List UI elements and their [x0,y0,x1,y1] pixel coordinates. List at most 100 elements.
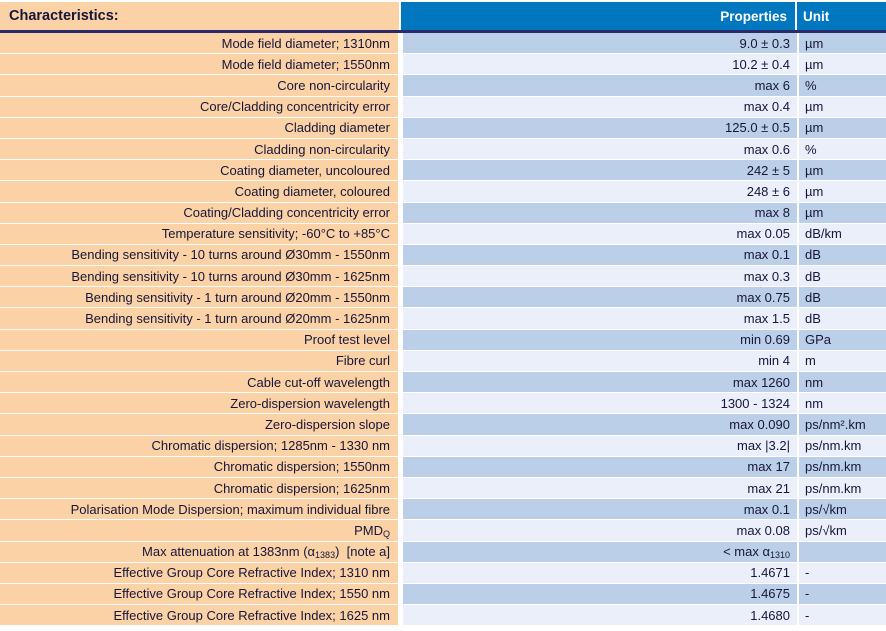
table-row: Bending sensitivity - 10 turns around Ø3… [0,266,886,287]
characteristic-cell: Proof test level [0,329,398,350]
table-row: Zero-dispersion wavelength 1300 - 1324 nm [0,393,886,414]
unit-cell: GPa [799,329,886,350]
characteristic-cell: Effective Group Core Refractive Index; 1… [0,605,398,626]
property-cell: max 0.6 [403,138,797,160]
unit-cell: ps/nm.km [799,435,886,456]
property-cell: 248 ± 6 [403,181,797,202]
property-cell: 1.4680 [403,605,797,626]
unit-cell: dB [799,308,886,329]
property-cell: max 0.1 [403,499,797,520]
characteristic-cell: Core/Cladding concentricity error [0,96,398,117]
characteristic-cell: Cladding diameter [0,117,398,138]
characteristics-header-cell: Characteristics: [0,2,399,30]
unit-cell: - [799,562,886,583]
table-row: Cable cut-off wavelength max 1260 nm [0,372,886,393]
unit-cell: ps/nm.km [799,456,886,477]
property-cell: 242 ± 5 [403,160,797,181]
characteristic-cell: Zero-dispersion wavelength [0,393,398,414]
characteristic-cell: PMDQ [0,520,398,541]
property-cell: max 8 [403,202,797,223]
property-cell: max 17 [403,456,797,477]
properties-header-cell: Properties [401,2,795,30]
table-row: Chromatic dispersion; 1550nm max 17 ps/nm.… [0,456,886,477]
characteristic-cell: Coating diameter, coloured [0,181,398,202]
characteristic-cell: Chromatic dispersion; 1285nm - 1330 nm [0,435,398,456]
characteristic-cell: Bending sensitivity - 10 turns around Ø3… [0,244,398,266]
table-row: Max attenuation at 1383nm (α1383) [note … [0,541,886,562]
table-row: PMDQ max 0.08 ps/√km [0,520,886,541]
unit-cell: nm [799,393,886,414]
characteristic-cell: Zero-dispersion slope [0,414,398,435]
unit-cell: % [799,75,886,96]
table-row: Effective Group Core Refractive Index; 1… [0,562,886,583]
property-cell: max 0.05 [403,223,797,244]
table-row: Effective Group Core Refractive Index; 1… [0,583,886,605]
table-row: Coating diameter, uncoloured 242 ± 5 µm [0,160,886,181]
property-cell: max 0.1 [403,244,797,266]
property-cell: 9.0 ± 0.3 [403,33,797,54]
characteristic-cell: Chromatic dispersion; 1625nm [0,477,398,499]
table-row: Bending sensitivity - 1 turn around Ø20m… [0,308,886,329]
table-row: Zero-dispersion slope max 0.090 ps/nm².km [0,414,886,435]
table-body: Mode field diameter; 1310nm 9.0 ± 0.3 µm Mo… [0,33,886,626]
table-row: Coating diameter, coloured 248 ± 6 µm [0,181,886,202]
property-cell: max 0.090 [403,414,797,435]
characteristic-cell: Polarisation Mode Dispersion; maximum in… [0,499,398,520]
table-row: Core/Cladding concentricity error max 0.4… [0,96,886,117]
unit-cell: µm [799,54,886,75]
unit-cell: nm [799,372,886,393]
unit-cell: m [799,350,886,371]
unit-header-cell: Unit [797,2,886,30]
property-cell: max 1260 [403,372,797,393]
characteristic-cell: Coating diameter, uncoloured [0,160,398,181]
table-row: Mode field diameter; 1310nm 9.0 ± 0.3 µm [0,33,886,54]
property-cell: max 21 [403,477,797,499]
table-row: Proof test level min 0.69 GPa [0,329,886,350]
property-cell: max 0.4 [403,96,797,117]
unit-cell: % [799,138,886,160]
table-row: Cladding diameter 125.0 ± 0.5 µm [0,117,886,138]
table-row: Effective Group Core Refractive Index; 1… [0,605,886,626]
unit-cell: dB [799,287,886,308]
property-cell: max 1.5 [403,308,797,329]
unit-cell: µm [799,202,886,223]
property-cell: max 0.75 [403,287,797,308]
table-row: Coating/Cladding concentricity error max … [0,202,886,223]
characteristic-cell: Cable cut-off wavelength [0,372,398,393]
unit-cell: µm [799,96,886,117]
property-cell: 125.0 ± 0.5 [403,117,797,138]
unit-cell [799,541,886,562]
property-cell: 1300 - 1324 [403,393,797,414]
table-header: Characteristics: Properties Unit [0,2,886,30]
characteristic-cell: Cladding non-circularity [0,138,398,160]
property-cell: max 0.3 [403,266,797,287]
characteristic-cell: Core non-circularity [0,75,398,96]
table-row: Bending sensitivity - 1 turn around Ø20m… [0,287,886,308]
table-row: Temperature sensitivity; -60°C to +85°C m… [0,223,886,244]
property-cell: 1.4675 [403,583,797,605]
unit-cell: µm [799,117,886,138]
property-cell: max 0.08 [403,520,797,541]
unit-cell: dB [799,266,886,287]
characteristic-cell: Bending sensitivity - 1 turn around Ø20m… [0,287,398,308]
unit-cell: ps/√km [799,520,886,541]
property-cell: max |3.2| [403,435,797,456]
characteristic-cell: Chromatic dispersion; 1550nm [0,456,398,477]
unit-cell: ps/nm.km [799,477,886,499]
property-cell: 1.4671 [403,562,797,583]
characteristic-cell: Mode field diameter; 1550nm [0,54,398,75]
table-row: Polarisation Mode Dispersion; maximum in… [0,499,886,520]
table-row: Chromatic dispersion; 1625nm max 21 ps/nm.… [0,477,886,499]
characteristic-cell: Bending sensitivity - 10 turns around Ø3… [0,266,398,287]
table-row: Chromatic dispersion; 1285nm - 1330 nm ma… [0,435,886,456]
unit-cell: - [799,605,886,626]
table-row: Mode field diameter; 1550nm 10.2 ± 0.4 µm [0,54,886,75]
table-row: Cladding non-circularity max 0.6% [0,138,886,160]
unit-cell: µm [799,181,886,202]
property-cell: < max α1310 [403,541,797,562]
property-cell: min 0.69 [403,329,797,350]
characteristic-cell: Coating/Cladding concentricity error [0,202,398,223]
unit-cell: dB [799,244,886,266]
